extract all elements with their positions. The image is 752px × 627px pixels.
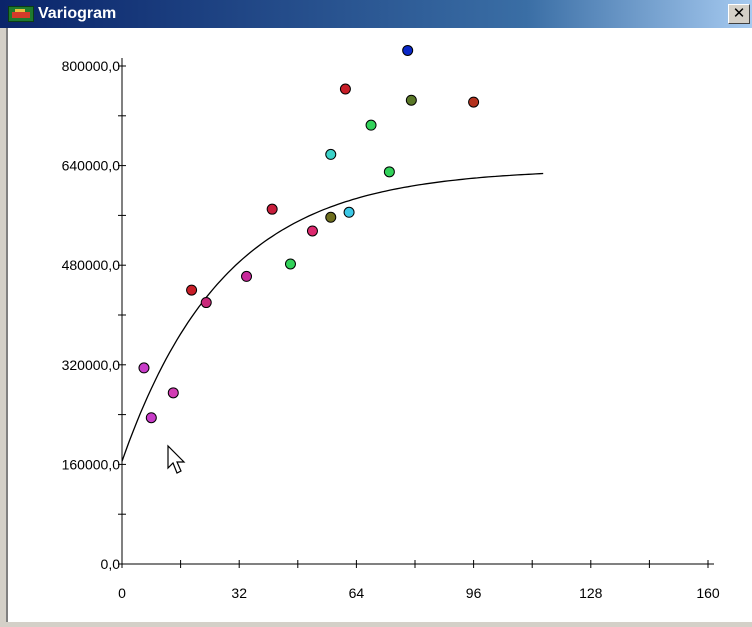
data-point <box>186 284 198 296</box>
data-points <box>138 44 480 424</box>
y-tick-label: 160000,0 <box>62 456 121 472</box>
x-tick-label: 32 <box>231 585 247 601</box>
data-point <box>284 258 296 270</box>
app-icon <box>8 6 34 22</box>
data-point <box>325 148 337 160</box>
close-button[interactable]: ✕ <box>728 4 750 24</box>
model-curve <box>121 172 544 462</box>
y-axis-ticks: 0,0 160000,0 320000,0 480000,0 640000,0 80000… <box>62 58 126 572</box>
model-curve-group <box>121 172 544 462</box>
title-bar[interactable]: Variogram ✕ <box>0 0 752 28</box>
data-point <box>167 387 179 399</box>
data-point <box>365 119 377 131</box>
variogram-chart: 0,0 160000,0 320000,0 480000,0 640000,0 80000… <box>62 44 720 601</box>
data-point <box>200 297 212 309</box>
y-tick-label: 320000,0 <box>62 357 121 373</box>
x-axis-ticks: 0 32 64 96 128 160 <box>118 560 720 601</box>
data-point <box>241 270 253 282</box>
data-point <box>138 362 150 374</box>
data-point <box>343 206 355 218</box>
data-point <box>266 203 278 215</box>
y-tick-label: 0,0 <box>101 556 121 572</box>
x-tick-label: 64 <box>349 585 365 601</box>
y-tick-label: 640000,0 <box>62 158 121 174</box>
x-tick-label: 96 <box>466 585 482 601</box>
data-point <box>145 412 157 424</box>
data-point <box>383 166 395 178</box>
x-tick-label: 160 <box>696 585 720 601</box>
data-point <box>402 44 414 56</box>
data-point <box>339 83 351 95</box>
axes <box>121 58 714 565</box>
x-tick-label: 0 <box>118 585 126 601</box>
data-point <box>325 211 337 223</box>
y-tick-label: 800000,0 <box>62 58 121 74</box>
y-tick-label: 480000,0 <box>62 257 121 273</box>
x-tick-label: 128 <box>579 585 603 601</box>
window-title: Variogram <box>38 5 117 22</box>
data-point <box>468 96 480 108</box>
plot-area: 0,0 160000,0 320000,0 480000,0 640000,0 80000… <box>6 28 752 622</box>
data-point <box>405 94 417 106</box>
data-point <box>306 225 318 237</box>
mouse-cursor-icon <box>167 444 186 474</box>
